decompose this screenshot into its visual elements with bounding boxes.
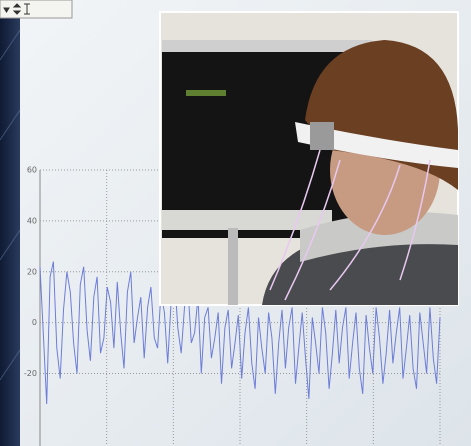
y-tick-label: 60: [27, 166, 37, 175]
side-decoration: [0, 29, 21, 381]
wires: [269, 149, 431, 301]
side-panel: [0, 0, 20, 446]
monitor-top: [162, 40, 372, 52]
y-tick-label: -20: [24, 369, 37, 378]
toolbar[interactable]: [0, 0, 73, 19]
y-tick-label: 40: [27, 216, 37, 225]
stand-post: [228, 228, 238, 305]
collar: [300, 212, 458, 262]
signal-line: [39, 261, 441, 405]
photo: [159, 11, 459, 306]
toolbar-icons: [3, 3, 30, 15]
sensor: [310, 122, 334, 150]
screen-light: [186, 90, 226, 96]
stand: [162, 210, 332, 230]
y-tick-label: 20: [27, 267, 37, 276]
headband: [295, 122, 458, 168]
y-tick-label: 0: [32, 318, 37, 327]
